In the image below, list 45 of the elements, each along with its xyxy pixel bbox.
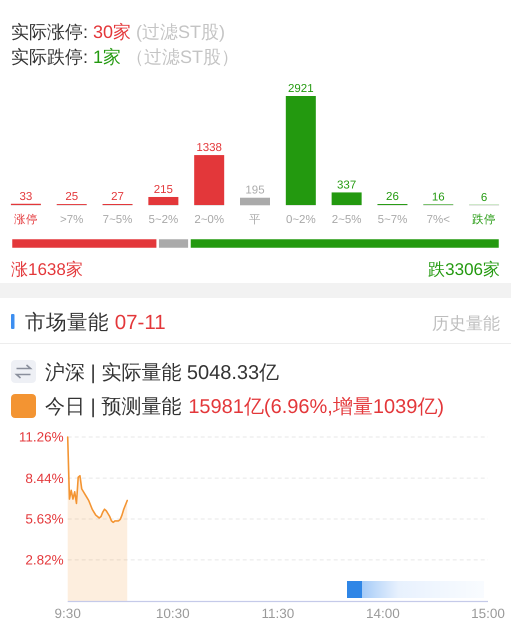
bar [332,192,362,205]
x-tick-label: 11:30 [261,606,294,621]
x-tick-label: 0~2% [286,214,316,226]
x-tick-label: 10:30 [156,606,190,621]
chart-title: 市场量能 07-11 [25,311,166,334]
x-tick-label: 9:30 [54,606,81,621]
data-label: 16 [432,191,445,204]
x-tick-label: 5~2% [148,214,178,226]
text: 沪深 | 实际量能 5048.33亿 [45,361,280,384]
x-tick-label: 7%< [426,214,450,226]
data-label: 2921 [288,83,314,95]
data-label: 215 [154,184,173,196]
y-tick-label: 5.63% [25,512,64,527]
data-label: 337 [337,179,356,192]
chart-title: 实际涨停: 30家 (过滤ST股) [11,22,226,42]
y-tick-label: 2.82% [25,552,64,568]
legend-label: 今日 | 预测量能 [45,396,182,418]
bar [194,155,224,205]
bar [286,96,316,205]
x-tick-label: 2~0% [194,214,224,226]
x-tick-label: 7~5% [102,214,132,226]
text: 跌3306家 [428,260,500,279]
data-label: 26 [386,191,399,204]
data-label: 25 [65,191,78,204]
chart-subtitle: 实际跌停: 1家 （过滤ST股） [11,47,240,67]
text: 历史量能 [432,314,500,333]
bar [240,198,270,205]
x-tick-label: 涨停 [14,213,38,226]
x-tick-label: 15:00 [471,606,505,621]
x-tick-label: >7% [60,214,84,226]
x-tick-label: 平 [249,213,261,226]
text: 涨1638家 [11,260,83,279]
data-label: 6 [480,192,488,204]
data-label: 1338 [196,142,222,154]
text: 15981亿(6.96%,增量1039亿) [188,396,444,418]
data-label: 33 [20,190,32,203]
x-tick-label: 5~7% [378,214,408,226]
y-tick-label: 11.26% [18,430,64,445]
data-label: 195 [245,184,265,197]
y-tick-label: 8.44% [25,470,64,486]
x-tick-label: 14:00 [366,606,400,621]
x-tick-label: 跌停 [472,213,496,226]
bar [148,196,178,205]
data-label: 27 [111,190,124,203]
x-tick-label: 2~5% [332,214,362,226]
